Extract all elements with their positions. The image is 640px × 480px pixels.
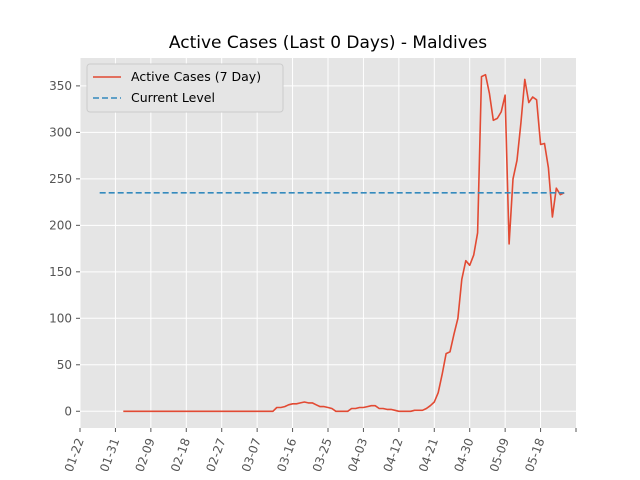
x-tick-label: 02-27 bbox=[203, 436, 228, 474]
y-tick-label: 200 bbox=[49, 218, 72, 232]
x-tick-label: 04-03 bbox=[345, 436, 370, 474]
series-active-cases-line bbox=[123, 73, 565, 413]
y-tick-label: 150 bbox=[49, 265, 72, 279]
y-tick-label: 250 bbox=[49, 172, 72, 186]
x-tick-label: 05-09 bbox=[487, 436, 512, 474]
y-tick-label: 0 bbox=[64, 404, 72, 418]
legend-label: Active Cases (7 Day) bbox=[131, 69, 261, 84]
y-tick-label: 300 bbox=[49, 125, 72, 139]
x-tick-label: 04-12 bbox=[381, 436, 406, 474]
y-tick-label: 50 bbox=[57, 358, 72, 372]
x-tick-label: 02-18 bbox=[168, 436, 193, 474]
y-tick-label: 350 bbox=[49, 79, 72, 93]
x-tick-label: 02-09 bbox=[133, 436, 158, 474]
x-tick-label: 04-21 bbox=[416, 436, 441, 474]
x-tick-label: 01-31 bbox=[97, 436, 122, 474]
legend: Active Cases (7 Day) Current Level bbox=[86, 63, 284, 113]
x-tick-label: 05-18 bbox=[522, 436, 547, 474]
x-tick-label: 04-30 bbox=[451, 436, 476, 474]
series-layer bbox=[99, 73, 565, 413]
legend-label: Current Level bbox=[131, 90, 215, 105]
x-tick-label: 03-25 bbox=[310, 436, 335, 474]
x-tick-label: 01-22 bbox=[62, 436, 87, 474]
x-tick-label: 03-16 bbox=[274, 436, 299, 474]
x-axis: 01-22 01-31 02-09 02-18 02-27 03-07 03-16 03-25… bbox=[62, 428, 577, 474]
y-tick-label: 100 bbox=[49, 311, 72, 325]
x-tick-label: 03-07 bbox=[239, 436, 264, 474]
chart-title: Active Cases (Last 0 Days) - Maldives bbox=[169, 33, 487, 53]
y-axis: 0 50 100 150 200 250 300 350 bbox=[49, 79, 80, 418]
legend-box bbox=[86, 63, 284, 113]
